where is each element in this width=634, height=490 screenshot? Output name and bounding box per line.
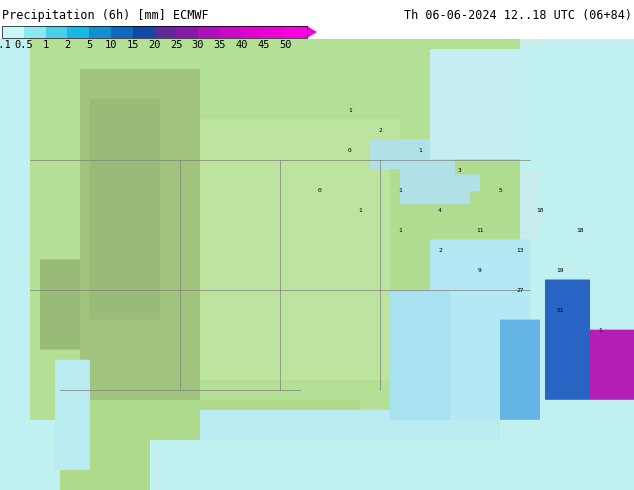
Text: 19: 19	[556, 268, 564, 272]
Bar	[2, 26, 307, 38]
Text: 13: 13	[516, 247, 524, 252]
Text: 1: 1	[418, 147, 422, 152]
Text: 18: 18	[576, 227, 584, 232]
Polygon shape	[307, 26, 317, 38]
Text: 5: 5	[86, 40, 93, 50]
Bar	[285, 26, 307, 38]
Bar	[220, 26, 242, 38]
Bar	[67, 26, 89, 38]
Text: 10: 10	[536, 207, 544, 213]
Text: 45: 45	[257, 40, 269, 50]
Bar	[111, 26, 133, 38]
Text: 0.1: 0.1	[0, 40, 11, 50]
Text: 0.5: 0.5	[15, 40, 33, 50]
Text: 2: 2	[438, 247, 442, 252]
Text: Th 06-06-2024 12..18 UTC (06+84): Th 06-06-2024 12..18 UTC (06+84)	[404, 9, 632, 22]
Text: 30: 30	[192, 40, 204, 50]
Bar	[155, 26, 176, 38]
Text: 1: 1	[348, 107, 352, 113]
Text: 50: 50	[279, 40, 292, 50]
Bar	[46, 26, 67, 38]
Text: 11: 11	[476, 227, 484, 232]
Bar	[24, 26, 46, 38]
Text: 1: 1	[398, 188, 402, 193]
Text: 25: 25	[170, 40, 183, 50]
Bar	[133, 26, 155, 38]
Text: 27: 27	[516, 288, 524, 293]
Text: 0: 0	[348, 147, 352, 152]
Text: 5: 5	[498, 188, 502, 193]
Text: 0: 0	[318, 188, 322, 193]
Text: 35: 35	[214, 40, 226, 50]
Bar	[176, 26, 198, 38]
Bar	[242, 26, 264, 38]
Text: 1: 1	[598, 327, 602, 333]
Text: 9: 9	[478, 268, 482, 272]
Text: 2: 2	[378, 127, 382, 132]
Bar	[264, 26, 285, 38]
Text: 10: 10	[105, 40, 117, 50]
Text: 1: 1	[398, 227, 402, 232]
Text: 4: 4	[438, 207, 442, 213]
Bar	[2, 26, 24, 38]
Bar	[89, 26, 111, 38]
Text: 3: 3	[458, 168, 462, 172]
Text: 40: 40	[235, 40, 248, 50]
Text: 1: 1	[358, 207, 362, 213]
Text: 15: 15	[126, 40, 139, 50]
Text: 51: 51	[556, 308, 564, 313]
Text: 1: 1	[42, 40, 49, 50]
Bar	[198, 26, 220, 38]
Text: Precipitation (6h) [mm] ECMWF: Precipitation (6h) [mm] ECMWF	[2, 9, 209, 22]
Text: 2: 2	[64, 40, 70, 50]
Text: 20: 20	[148, 40, 161, 50]
